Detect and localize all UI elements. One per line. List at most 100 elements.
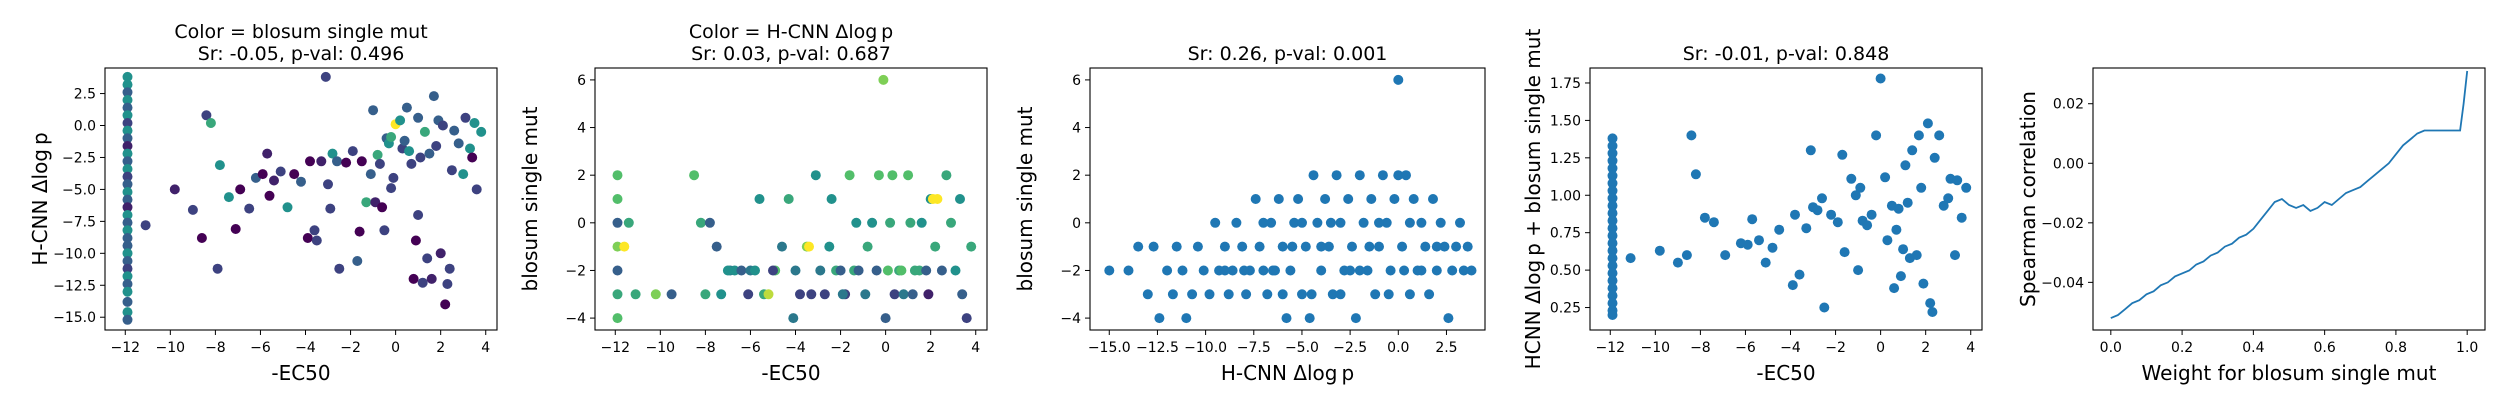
data-point [1607,290,1618,301]
data-point [1837,149,1848,160]
y-tick-label: 2 [577,168,586,184]
data-point [1431,265,1442,276]
data-point [446,165,457,176]
data-point [1258,265,1269,276]
y-tick-label: 6 [577,73,586,89]
data-point [122,95,133,105]
data-point [379,225,390,236]
data-point [1227,265,1238,276]
data-point [1839,247,1850,258]
data-point [1607,310,1618,320]
data-point [1362,265,1373,276]
data-point [122,217,133,228]
data-point [955,194,965,204]
data-point [1428,194,1438,204]
data-point [612,313,623,324]
subplot-5: 0.0 0.2 0.4 0.6 0.8 1.0 −0.04 −0.02 0.00 0.02 Weig… [2016,67,2486,385]
data-point [352,256,363,266]
data-point [476,126,487,137]
data-point [961,313,972,324]
data-point [282,202,293,213]
data-point [1431,241,1442,252]
x-tick-label: 0.0 [2100,340,2122,356]
data-point [1720,250,1731,261]
data-point [377,202,388,213]
data-point [356,156,367,167]
data-point [1304,313,1315,324]
data-point [835,265,846,276]
data-point [1882,235,1893,246]
data-point [235,184,246,195]
x-tick-label: −12 [111,340,141,356]
x-tick-label: −4 [1780,340,1801,356]
data-point [1354,265,1365,276]
data-point [1350,313,1361,324]
data-point [311,235,322,246]
data-point [262,148,273,159]
data-point [368,105,379,116]
y-axis-label: blosum single mut [518,106,542,291]
data-point [806,289,817,300]
data-point [1323,241,1334,252]
chart-title: Color = H-CNN Δlog p [689,21,893,43]
data-point [716,289,727,300]
y-tick-label: −10.0 [53,246,96,262]
data-point [289,169,300,180]
data-point [1354,170,1365,181]
data-point [612,194,623,204]
data-point [404,146,415,157]
data-point [1918,278,1929,289]
data-point [619,241,630,252]
data-point [788,313,799,324]
data-point [1397,241,1408,252]
data-point [1385,265,1396,276]
data-point [1774,224,1785,235]
data-point [410,235,421,246]
data-point [689,170,700,181]
data-point [853,265,864,276]
y-tick-label: 4 [577,121,586,137]
data-point [1913,130,1924,141]
axes-frame [104,67,498,331]
data-point [1254,241,1265,252]
data-point [1812,205,1823,216]
data-point [1393,74,1404,85]
data-point [426,273,437,284]
data-point [1343,194,1354,204]
axes-frame [594,67,988,331]
data-point [1956,212,1967,223]
data-point [923,289,934,300]
data-point [1171,241,1182,252]
data-point [1826,209,1837,220]
x-axis-label: Weight for blosum single mut [2142,361,2437,385]
data-point [465,143,475,154]
data-point [1162,265,1173,276]
x-tick-label: −4 [295,340,316,356]
data-point [957,289,968,300]
data-point [1832,217,1843,228]
y-tick-label: 4 [1072,121,1081,137]
x-tick-label: −4 [785,340,806,356]
data-point [1891,224,1902,235]
data-marks [2110,70,2469,319]
data-point [790,265,801,276]
data-point [860,289,871,300]
data-point [1404,289,1415,300]
data-point [903,170,914,181]
subplot-3: −15.0 −12.5 −10.0 −7.5 −5.0 −2.5 0.0 2.5 −4 −2 0 2 4… [1013,43,1486,385]
x-tick-label: 2 [926,340,935,356]
data-point [305,156,315,167]
data-point [916,217,927,228]
data-point [1181,313,1192,324]
data-point [205,118,216,128]
data-point [612,265,623,276]
y-tick-label: −4 [1060,311,1081,327]
data-point [1316,241,1327,252]
data-point [1281,313,1292,324]
data-point [1192,241,1203,252]
data-point [795,289,805,300]
data-point [469,118,480,128]
data-point [612,170,623,181]
x-tick-label: −12 [1596,340,1626,356]
